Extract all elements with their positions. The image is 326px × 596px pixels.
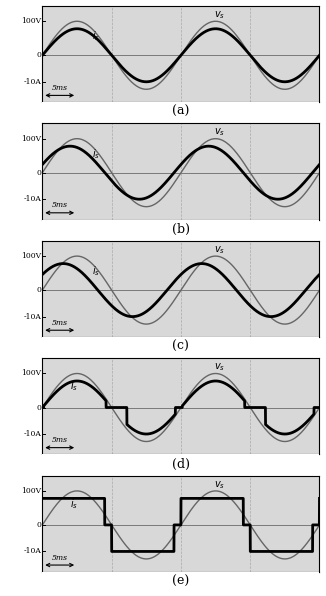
Text: $v_s$: $v_s$ <box>214 10 225 21</box>
Text: 5ms: 5ms <box>52 554 68 561</box>
Text: 100V: 100V <box>22 252 41 260</box>
Text: $v_s$: $v_s$ <box>214 362 225 373</box>
Text: $i_s$: $i_s$ <box>92 30 100 44</box>
Text: 0: 0 <box>37 169 41 176</box>
Text: 0: 0 <box>37 521 41 529</box>
Text: (e): (e) <box>172 575 189 588</box>
Text: $v_s$: $v_s$ <box>214 244 225 256</box>
Text: 0: 0 <box>37 51 41 59</box>
Text: $I_s$: $I_s$ <box>70 380 78 393</box>
Text: 5ms: 5ms <box>52 436 68 444</box>
Text: 5ms: 5ms <box>52 84 68 92</box>
Text: $i_s$: $i_s$ <box>92 265 100 278</box>
Text: -10A: -10A <box>24 430 41 438</box>
Text: 0: 0 <box>37 286 41 294</box>
Text: $v_s$: $v_s$ <box>214 479 225 491</box>
Text: (c): (c) <box>172 340 189 353</box>
Text: $i_s$: $i_s$ <box>92 147 100 161</box>
Text: -10A: -10A <box>24 313 41 321</box>
Text: (a): (a) <box>172 105 190 118</box>
Text: 100V: 100V <box>22 487 41 495</box>
Text: 100V: 100V <box>22 135 41 142</box>
Text: 100V: 100V <box>22 370 41 377</box>
Text: (b): (b) <box>172 223 190 235</box>
Text: 5ms: 5ms <box>52 319 68 327</box>
Text: -10A: -10A <box>24 548 41 555</box>
Text: $i_s$: $i_s$ <box>70 497 78 511</box>
Text: (d): (d) <box>172 458 190 470</box>
Text: -10A: -10A <box>24 78 41 86</box>
Text: $v_s$: $v_s$ <box>214 127 225 138</box>
Text: 100V: 100V <box>22 17 41 25</box>
Text: 5ms: 5ms <box>52 201 68 209</box>
Text: -10A: -10A <box>24 195 41 203</box>
Text: 0: 0 <box>37 403 41 411</box>
